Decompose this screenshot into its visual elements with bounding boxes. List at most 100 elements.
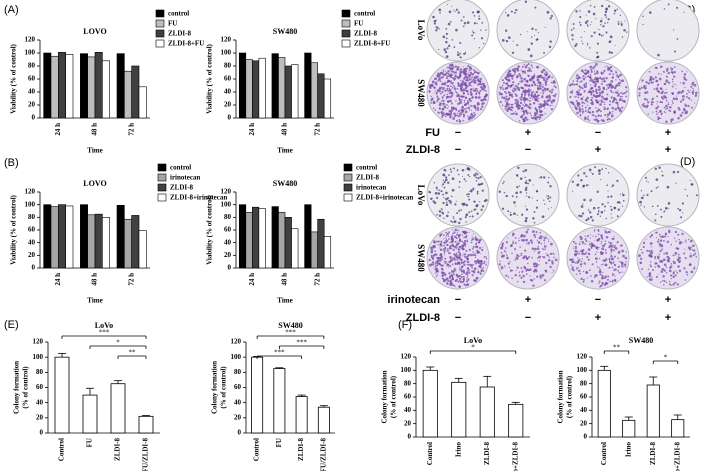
colony-dot (672, 81, 673, 82)
colony-dot (515, 85, 517, 87)
colony-dot (589, 169, 592, 172)
colony-dot (598, 29, 599, 30)
colony-dot (448, 238, 450, 240)
colony-dot (624, 264, 626, 266)
colony-dot (692, 82, 694, 84)
colony-dot (549, 105, 551, 107)
colony-dot (503, 82, 505, 84)
colony-dot (696, 194, 698, 196)
colony-dot (580, 236, 582, 238)
bar (58, 205, 65, 268)
colony-dot (451, 82, 453, 84)
colony-dot (470, 190, 472, 192)
colony-dot (447, 250, 449, 252)
colony-dot (525, 181, 528, 184)
colony-dot (463, 120, 465, 122)
colony-dot (578, 270, 580, 272)
colony-dot (599, 258, 600, 259)
colony-dot (626, 31, 627, 32)
colony-dot (597, 120, 599, 122)
colony-dot (460, 80, 461, 81)
significance-label: * (664, 354, 668, 362)
colony-dot (505, 100, 506, 101)
colony-dot (570, 258, 573, 261)
y-tick-label: 40 (36, 398, 44, 406)
colony-dot (445, 70, 446, 71)
colony-dot (544, 100, 546, 102)
colony-dot (656, 111, 657, 112)
colony-dot (625, 96, 627, 98)
y-tick-label: 40 (580, 406, 588, 414)
colony-dot (464, 70, 467, 73)
colony-dot (657, 54, 660, 57)
colony-dot (510, 85, 512, 87)
colony-dot (445, 176, 447, 178)
colony-dot (521, 115, 523, 117)
legend-swatch (158, 174, 166, 181)
colony-dot (504, 265, 505, 266)
colony-dot (598, 238, 600, 240)
bar (246, 60, 253, 119)
colony-dot (619, 99, 621, 101)
colony-dot (457, 281, 459, 283)
colony-dot (436, 92, 438, 94)
colony-dot (475, 92, 477, 94)
colony-dot (467, 261, 469, 263)
colony-dot (669, 283, 671, 285)
colony-dot (584, 31, 585, 32)
colony-dot (571, 29, 573, 31)
colony-dot (584, 92, 585, 93)
bar (51, 56, 58, 118)
colony-dot (528, 179, 531, 182)
colony-dot (614, 268, 616, 270)
colony-dot (593, 13, 596, 16)
colony-dot (618, 108, 621, 111)
colony-dot (668, 236, 669, 237)
colony-dot (619, 79, 620, 80)
colony-dot (603, 35, 604, 36)
colony-dot (534, 74, 535, 75)
colony-dot (677, 234, 679, 236)
y-tick-label: 100 (221, 49, 232, 57)
colony-dot (442, 202, 444, 204)
colony-dot (439, 262, 441, 264)
y-tick-label: 60 (28, 75, 36, 83)
colony-dot (432, 97, 433, 98)
significance-label: * (471, 344, 475, 352)
colony-dot (517, 167, 519, 169)
colony-dot (435, 268, 438, 271)
colony-dot (648, 269, 649, 270)
colony-dot (660, 209, 662, 211)
colony-dot (473, 73, 474, 74)
colony-dot (570, 84, 572, 86)
colony-dot (457, 261, 460, 264)
y-tick-label: 120 (221, 188, 232, 196)
colony-dot (443, 197, 444, 198)
colony-dot (584, 235, 585, 236)
colony-dot (547, 198, 549, 200)
colony-dot (597, 266, 598, 267)
colony-dot (485, 264, 487, 266)
bar (278, 212, 285, 268)
colony-dot (468, 232, 469, 233)
colony-dot (597, 191, 599, 193)
colony-dot (484, 256, 485, 257)
colony-dot (512, 52, 514, 54)
colony-dot (477, 204, 479, 206)
colony-dot (515, 93, 517, 95)
colony-dot (595, 90, 597, 92)
colony-dot (527, 263, 529, 265)
colony-dot (455, 29, 458, 32)
colony-dot (574, 84, 576, 86)
colony-dot (550, 253, 552, 255)
colony-dot (695, 94, 697, 96)
colony-dot (668, 3, 670, 5)
colony-dot (639, 92, 641, 94)
colony-dot (432, 261, 434, 263)
bar (117, 205, 124, 268)
colony-dot (533, 185, 534, 186)
colony-dot (585, 76, 587, 78)
colony-dot (456, 259, 458, 261)
colony-dot (464, 76, 467, 79)
colony-dot (686, 71, 687, 72)
